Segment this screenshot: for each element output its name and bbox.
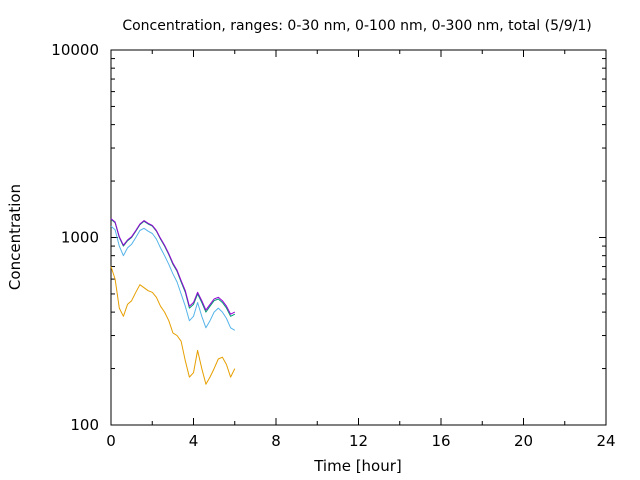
chart-title: Concentration, ranges: 0-30 nm, 0-100 nm…: [122, 18, 591, 34]
x-tick-labels: 0 4 8 12 16 20 24: [106, 432, 615, 450]
x-tick-label: 20: [514, 432, 533, 450]
y-tick-labels: 100 1000 10000: [51, 41, 99, 434]
x-tick-label: 4: [189, 432, 199, 450]
x-axis-label: Time [hour]: [313, 457, 402, 475]
series-lines: [110, 218, 236, 385]
y-tick-label: 10000: [51, 41, 99, 59]
x-tick-label: 12: [349, 432, 368, 450]
x-tick-label: 16: [431, 432, 450, 450]
y-tick-label: 100: [70, 416, 99, 434]
series-line-1: [110, 266, 236, 385]
series-line-3: [110, 218, 236, 317]
y-axis-label: Concentration: [6, 184, 24, 290]
x-tick-label: 8: [271, 432, 281, 450]
plot-frame: [110, 49, 607, 426]
axis-ticks: [110, 49, 607, 426]
x-tick-label: 0: [106, 432, 116, 450]
y-tick-label: 1000: [61, 229, 99, 247]
x-tick-label: 24: [596, 432, 615, 450]
series-line-2: [110, 225, 236, 331]
series-line-4: [110, 218, 236, 315]
